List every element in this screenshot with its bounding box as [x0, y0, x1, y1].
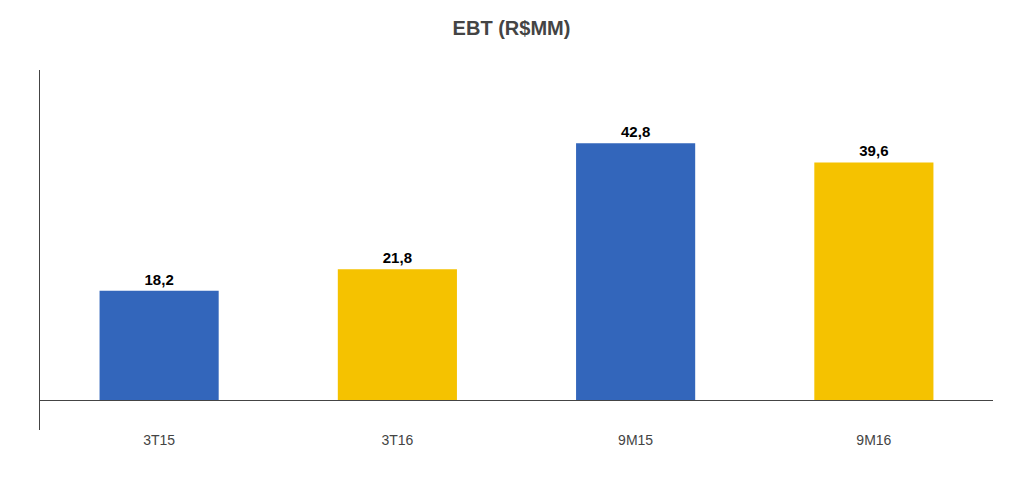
svg-text:9M16: 9M16: [856, 432, 891, 448]
svg-text:21,8: 21,8: [383, 249, 412, 266]
svg-text:18,2: 18,2: [145, 271, 174, 288]
svg-text:39,6: 39,6: [859, 142, 888, 159]
svg-text:42,8: 42,8: [621, 123, 650, 140]
svg-text:9M15: 9M15: [618, 432, 653, 448]
svg-text:3T15: 3T15: [143, 432, 175, 448]
svg-text:3T16: 3T16: [381, 432, 413, 448]
svg-text:EBT (R$MM): EBT (R$MM): [453, 17, 571, 39]
